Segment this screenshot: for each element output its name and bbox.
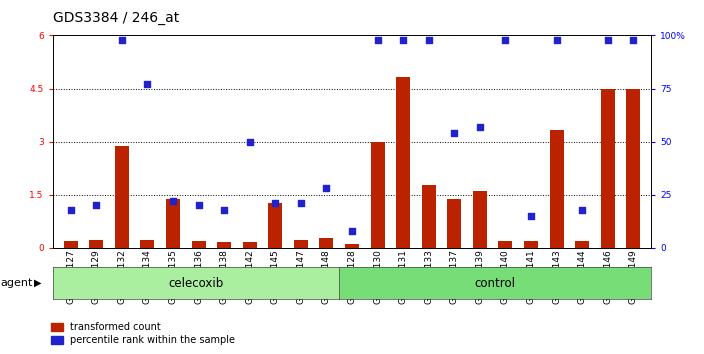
Point xyxy=(448,130,460,136)
Bar xyxy=(550,130,564,248)
Text: GDS3384 / 246_at: GDS3384 / 246_at xyxy=(53,11,179,25)
Point xyxy=(474,124,486,130)
Text: agent: agent xyxy=(1,278,33,288)
Text: ▶: ▶ xyxy=(34,278,42,288)
Bar xyxy=(268,203,282,248)
Bar xyxy=(243,242,257,248)
Point xyxy=(628,37,639,42)
Point xyxy=(168,198,179,204)
Bar xyxy=(115,146,129,248)
Bar xyxy=(89,240,103,248)
Bar xyxy=(166,199,180,248)
Legend: transformed count, percentile rank within the sample: transformed count, percentile rank withi… xyxy=(47,319,239,349)
Bar xyxy=(422,185,436,248)
Bar xyxy=(627,88,641,248)
Bar xyxy=(320,238,334,248)
Point xyxy=(218,207,230,212)
Point xyxy=(65,207,76,212)
Bar xyxy=(575,241,589,248)
Bar xyxy=(370,142,384,248)
Point xyxy=(551,37,562,42)
Bar xyxy=(396,77,410,248)
Point xyxy=(346,228,358,234)
Point xyxy=(142,81,153,87)
Point xyxy=(270,200,281,206)
Bar xyxy=(498,241,513,248)
Bar xyxy=(217,242,231,248)
Point xyxy=(525,213,536,219)
Point xyxy=(321,185,332,191)
Bar xyxy=(345,244,359,248)
Point xyxy=(116,37,127,42)
Point xyxy=(398,37,409,42)
Point xyxy=(577,207,588,212)
Point xyxy=(295,200,306,206)
Point xyxy=(193,202,204,208)
Bar xyxy=(63,241,77,248)
Bar xyxy=(601,88,615,248)
Bar xyxy=(294,240,308,248)
Point xyxy=(91,202,102,208)
Bar xyxy=(524,241,538,248)
Point xyxy=(423,37,434,42)
Bar xyxy=(473,191,487,248)
Text: control: control xyxy=(474,277,515,290)
Text: celecoxib: celecoxib xyxy=(168,277,224,290)
Point xyxy=(602,37,613,42)
Point xyxy=(244,139,256,144)
Bar xyxy=(447,199,461,248)
Bar xyxy=(191,241,206,248)
Point xyxy=(372,37,383,42)
Point xyxy=(500,37,511,42)
Bar xyxy=(140,240,154,248)
